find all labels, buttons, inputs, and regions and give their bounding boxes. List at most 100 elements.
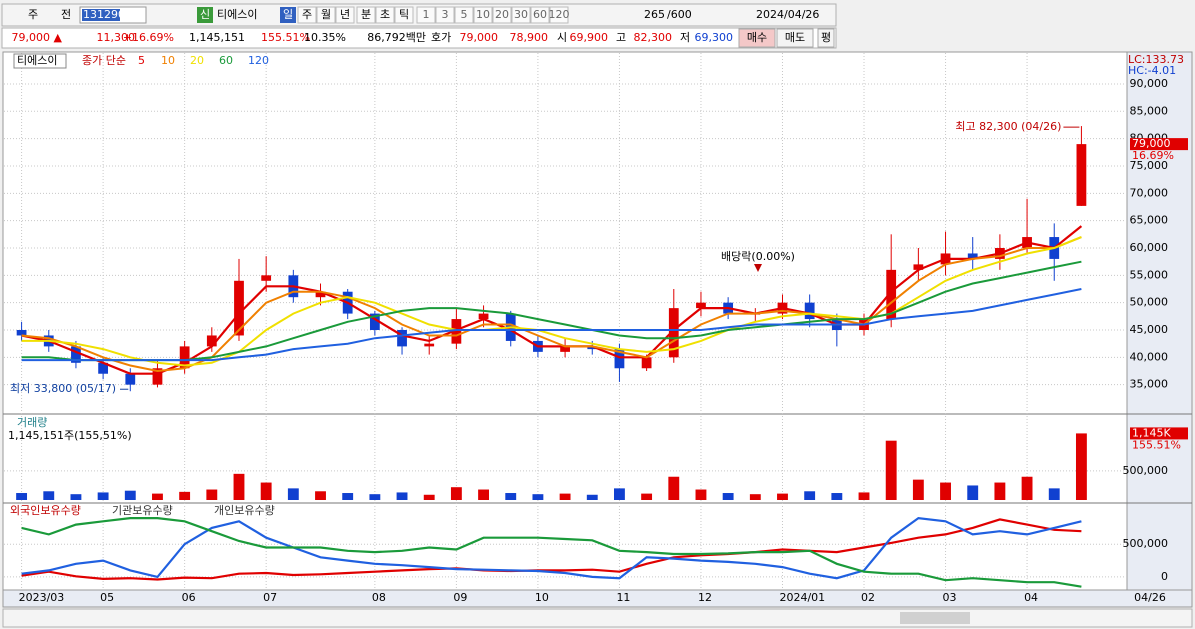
volume-bar — [450, 487, 462, 500]
y-tick-label: 85,000 — [1130, 104, 1169, 117]
info-item[interactable]: 매도 — [785, 31, 805, 44]
toolbar-item[interactable]: 주 — [302, 8, 312, 21]
period-active[interactable] — [280, 7, 296, 23]
x-tick-label: 05 — [100, 591, 114, 604]
volume-bar — [804, 491, 816, 500]
x-end-label: 04/26 — [1134, 591, 1166, 604]
dividend-annotation: 배당락(0.00%) — [721, 250, 795, 263]
toolbar-item[interactable]: /600 — [667, 8, 692, 21]
period-button[interactable] — [511, 6, 531, 24]
period-button[interactable] — [549, 6, 569, 24]
candle-body — [179, 346, 190, 369]
info-item: 호가 — [431, 31, 451, 44]
toolbar-item[interactable]: 월 — [321, 8, 331, 21]
period-button[interactable] — [454, 6, 474, 24]
order-button[interactable] — [776, 28, 814, 48]
candle-body — [397, 329, 407, 347]
low-annotation: 최저 33,800 (05/17) — [10, 382, 116, 395]
period-button[interactable] — [394, 6, 414, 24]
info-item: 시 — [557, 31, 567, 44]
candle-body — [668, 308, 679, 358]
period-button[interactable] — [335, 6, 355, 24]
toolbar-item[interactable]: 30 — [514, 8, 528, 21]
toolbar-item[interactable]: 10 — [476, 8, 490, 21]
toolbar-item[interactable]: 120 — [549, 8, 570, 21]
toolbar-item[interactable]: 1 — [423, 8, 430, 21]
toolbar-item[interactable]: 131290 — [83, 8, 125, 21]
legend-entry: 20 — [190, 54, 204, 67]
x-tick-label: 11 — [616, 591, 630, 604]
toolbar-item[interactable]: 년 — [340, 8, 350, 21]
last-change-label: 16.69% — [1132, 149, 1174, 162]
period-button[interactable] — [356, 6, 376, 24]
volume-bar — [97, 492, 109, 500]
toolbar-item[interactable]: 3 — [442, 8, 449, 21]
toolbar-item[interactable]: 초 — [380, 8, 390, 21]
candle-body — [696, 302, 706, 309]
info-item: 155.51% — [261, 31, 310, 44]
period-button[interactable] — [316, 6, 336, 24]
y-tick-label: 60,000 — [1130, 241, 1169, 254]
ma-line — [21, 225, 1083, 375]
holding-line — [21, 517, 1082, 588]
info-item: 69,300 — [695, 31, 734, 44]
info-item: 저 — [680, 31, 690, 44]
toolbar-item[interactable]: 60 — [533, 8, 547, 21]
scrollbar[interactable] — [2, 608, 1193, 628]
period-button[interactable] — [416, 6, 436, 24]
volume-bar — [1075, 433, 1087, 500]
period-button[interactable] — [492, 6, 512, 24]
code-select — [82, 9, 120, 21]
legend-name: 티에스이 — [17, 54, 57, 67]
candle-body — [886, 269, 897, 320]
y-tick-label: 65,000 — [1130, 214, 1169, 227]
toolbar-item[interactable]: 주 — [28, 8, 38, 21]
period-button[interactable] — [435, 6, 455, 24]
legend-entry: 개인보유수량 — [214, 504, 275, 517]
x-tick-label: 12 — [698, 591, 712, 604]
volume-bar — [342, 493, 354, 500]
order-button[interactable] — [738, 28, 776, 48]
toolbar-item[interactable]: 5 — [461, 8, 468, 21]
volume-bar — [124, 490, 136, 500]
volume-bar — [315, 491, 326, 500]
period-button[interactable] — [530, 6, 550, 24]
toolbar-item[interactable]: 분 — [361, 8, 371, 21]
toolbar-item[interactable]: 20 — [495, 8, 509, 21]
toolbar-item[interactable]: 틱 — [399, 8, 409, 21]
info-item: 1,145,151 — [189, 31, 245, 44]
info-item: 11,300 — [97, 31, 136, 44]
info-item[interactable]: 매수 — [747, 31, 767, 44]
candle-body — [587, 346, 598, 350]
candle-body — [424, 343, 435, 347]
volume-bar — [777, 493, 788, 500]
volume-bar — [1021, 476, 1033, 500]
x-tick-label: 03 — [943, 591, 957, 604]
hc-label: HC:-4.01 — [1128, 64, 1176, 77]
info-item: 79,000 — [460, 31, 499, 44]
volume-bar — [532, 494, 544, 500]
volume-bar — [695, 489, 707, 500]
info-item: 69,900 — [570, 31, 609, 44]
x-tick-label: 07 — [263, 591, 277, 604]
volume-bar — [152, 493, 163, 500]
toolbar-item[interactable]: 265 — [644, 8, 665, 21]
candle-body — [16, 329, 27, 336]
period-button[interactable] — [473, 6, 493, 24]
toolbar-item[interactable]: 2024/04/26 — [756, 8, 819, 21]
volume-bar — [668, 476, 680, 500]
candle-body — [261, 275, 272, 281]
period-button[interactable] — [375, 6, 395, 24]
info-item[interactable]: 평 — [821, 31, 831, 44]
volume-title: 거래량 — [17, 416, 47, 429]
toolbar-item[interactable]: 일 — [283, 7, 293, 21]
toolbar-item[interactable]: 전 — [61, 8, 71, 21]
y-tick-label: 55,000 — [1130, 268, 1169, 281]
toolbar-item[interactable]: 신 — [200, 8, 210, 21]
scroll-thumb[interactable] — [900, 612, 970, 624]
legend-entry: 5 — [138, 54, 145, 67]
order-button[interactable] — [817, 28, 835, 48]
period-button[interactable] — [297, 6, 317, 24]
y-tick-label: 40,000 — [1130, 350, 1169, 363]
toolbar-item[interactable]: 티에스이 — [217, 8, 257, 21]
